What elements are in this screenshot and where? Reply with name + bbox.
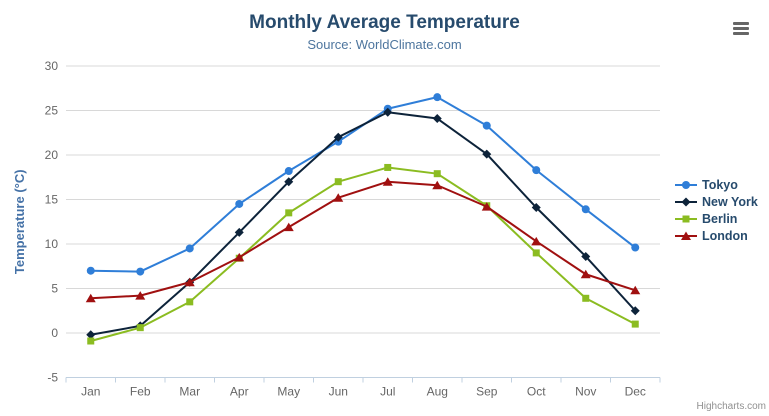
data-point bbox=[86, 266, 95, 275]
legend-marker-icon bbox=[675, 231, 697, 240]
legend-marker bbox=[681, 231, 691, 240]
x-axis-label: Jul bbox=[380, 385, 395, 399]
data-point bbox=[136, 324, 144, 332]
legend-marker bbox=[682, 180, 690, 189]
data-point bbox=[531, 203, 541, 213]
x-axis-label: Sep bbox=[476, 385, 498, 399]
data-point bbox=[285, 209, 293, 217]
legend-label: New York bbox=[702, 194, 758, 209]
data-point bbox=[234, 252, 245, 262]
y-axis-label: 10 bbox=[45, 237, 59, 251]
hamburger-icon bbox=[733, 27, 749, 30]
y-axis-label: 20 bbox=[45, 148, 59, 162]
y-axis-label: -5 bbox=[47, 371, 58, 385]
chart-title: Monthly Average Temperature bbox=[249, 12, 520, 33]
y-axis-title: Temperature (°C) bbox=[12, 169, 27, 274]
data-point bbox=[531, 236, 542, 246]
series-line bbox=[89, 111, 637, 336]
data-point bbox=[532, 166, 541, 175]
data-point bbox=[532, 249, 540, 257]
y-axis-label: 25 bbox=[45, 104, 59, 118]
data-point bbox=[87, 337, 95, 345]
data-point bbox=[333, 193, 344, 202]
legend-label: Berlin bbox=[702, 211, 738, 226]
x-axis-label: Jan bbox=[81, 385, 100, 399]
data-point bbox=[86, 330, 96, 340]
data-point bbox=[284, 167, 293, 176]
chart-subtitle: Source: WorldClimate.com bbox=[307, 37, 462, 52]
x-axis-label: Nov bbox=[575, 385, 596, 399]
x-axis-label: Apr bbox=[230, 385, 249, 399]
y-axis-label: 30 bbox=[45, 59, 59, 73]
legend-item-london[interactable]: London bbox=[675, 227, 758, 244]
credits-link[interactable]: Highcharts.com bbox=[696, 401, 766, 412]
data-point bbox=[235, 199, 244, 208]
data-point bbox=[630, 285, 641, 295]
data-point bbox=[482, 149, 492, 159]
legend-item-new-york[interactable]: New York bbox=[675, 193, 758, 210]
x-axis-label: Aug bbox=[427, 385, 448, 399]
data-point bbox=[382, 177, 393, 186]
data-point bbox=[582, 294, 590, 302]
data-point bbox=[136, 267, 145, 276]
x-axis-label: Feb bbox=[130, 385, 151, 399]
legend-item-tokyo[interactable]: Tokyo bbox=[675, 176, 758, 193]
legend-label: Tokyo bbox=[702, 177, 738, 192]
series-new-york bbox=[86, 107, 640, 340]
data-point bbox=[184, 277, 195, 287]
data-point bbox=[85, 293, 96, 303]
data-point bbox=[631, 243, 640, 252]
series-line bbox=[89, 96, 637, 273]
hamburger-icon bbox=[733, 32, 749, 35]
legend-marker bbox=[682, 215, 690, 222]
data-point bbox=[432, 180, 443, 190]
data-point bbox=[433, 93, 442, 102]
x-axis-label: Jun bbox=[329, 385, 348, 399]
legend-marker bbox=[681, 197, 691, 206]
data-point bbox=[384, 163, 392, 171]
data-point bbox=[433, 170, 441, 178]
data-point bbox=[284, 177, 294, 187]
data-point bbox=[234, 227, 244, 237]
legend-item-berlin[interactable]: Berlin bbox=[675, 210, 758, 227]
x-axis-label: Dec bbox=[625, 385, 646, 399]
y-axis-label: 5 bbox=[51, 282, 58, 296]
x-axis-label: Oct bbox=[527, 385, 546, 399]
data-point bbox=[383, 107, 393, 117]
data-point bbox=[482, 121, 491, 130]
data-point bbox=[135, 291, 146, 300]
x-axis-label: Mar bbox=[179, 385, 200, 399]
data-point bbox=[581, 251, 591, 261]
y-axis-label: 15 bbox=[45, 193, 59, 207]
legend-label: London bbox=[702, 228, 748, 243]
legend-marker-icon bbox=[675, 180, 697, 189]
hamburger-icon bbox=[733, 22, 749, 25]
x-axis-label: May bbox=[277, 385, 300, 399]
data-point bbox=[185, 244, 194, 253]
data-point bbox=[186, 298, 194, 306]
legend: Tokyo New York Berlin London bbox=[675, 176, 758, 244]
legend-marker-icon bbox=[675, 197, 697, 206]
data-point bbox=[631, 320, 639, 328]
data-point bbox=[334, 178, 342, 186]
y-axis-label: 0 bbox=[51, 326, 58, 340]
legend-marker-icon bbox=[675, 215, 697, 222]
data-point bbox=[580, 269, 591, 279]
data-point bbox=[333, 132, 343, 142]
export-menu-button[interactable] bbox=[733, 22, 749, 37]
data-point bbox=[630, 306, 640, 316]
series-tokyo bbox=[86, 93, 640, 276]
series-line bbox=[89, 180, 637, 300]
data-point bbox=[432, 114, 442, 124]
data-point bbox=[481, 202, 492, 211]
series-london bbox=[85, 177, 641, 303]
data-point bbox=[283, 222, 294, 232]
data-point bbox=[581, 205, 590, 214]
series-line bbox=[89, 166, 637, 343]
